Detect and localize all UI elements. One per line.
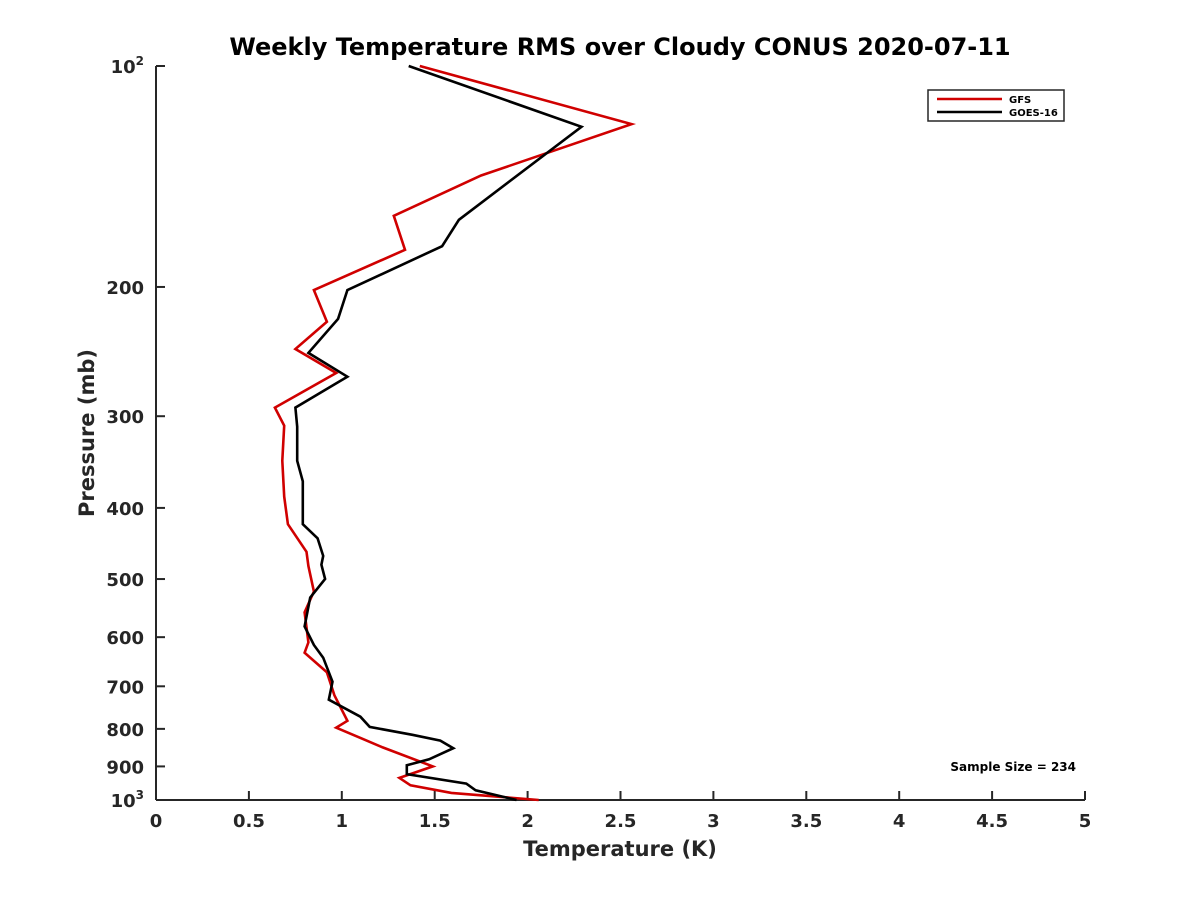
plot-area: 0 0.5 1 1.5 2 2.5 3 3.5 4 4.5 5 102 200 300 400 500 600 7… (106, 54, 1091, 832)
legend-label: GOES-16 (1009, 108, 1058, 119)
series-line-gfs (273, 64, 637, 802)
x-tick-label: 0.5 (233, 811, 265, 832)
x-tick-label: 4 (893, 811, 906, 832)
x-tick-label: 2.5 (605, 811, 637, 832)
x-tick-label: 1 (336, 811, 349, 832)
x-tick-label: 3 (707, 811, 720, 832)
legend-label: GFS (1009, 95, 1031, 106)
x-tick-label: 5 (1079, 811, 1092, 832)
y-tick-label: 300 (106, 407, 144, 428)
y-tick-label: 103 (111, 788, 144, 812)
y-tick-label: 900 (106, 757, 144, 778)
y-tick-label: 400 (106, 499, 144, 520)
x-tick-label: 4.5 (976, 811, 1008, 832)
y-tick-label: 500 (106, 570, 144, 591)
x-tick-label: 3.5 (790, 811, 822, 832)
x-tick-label: 2 (521, 811, 534, 832)
series-line-goes-16 (294, 64, 585, 802)
y-tick-label: 700 (106, 677, 144, 698)
y-axis-label: Pressure (mb) (75, 349, 99, 517)
y-tick-label: 600 (106, 628, 144, 649)
x-tick-label: 0 (150, 811, 163, 832)
x-tick-label: 1.5 (419, 811, 451, 832)
legend: GFS GOES-16 (927, 89, 1065, 122)
chart-title: Weekly Temperature RMS over Cloudy CONUS… (229, 33, 1010, 61)
y-tick-label: 800 (106, 720, 144, 741)
x-axis-label: Temperature (K) (523, 837, 717, 861)
y-tick-label: 102 (111, 54, 144, 78)
sample-size-annotation: Sample Size = 234 (950, 760, 1076, 774)
legend-box (927, 89, 1065, 122)
y-tick-label: 200 (106, 278, 144, 299)
